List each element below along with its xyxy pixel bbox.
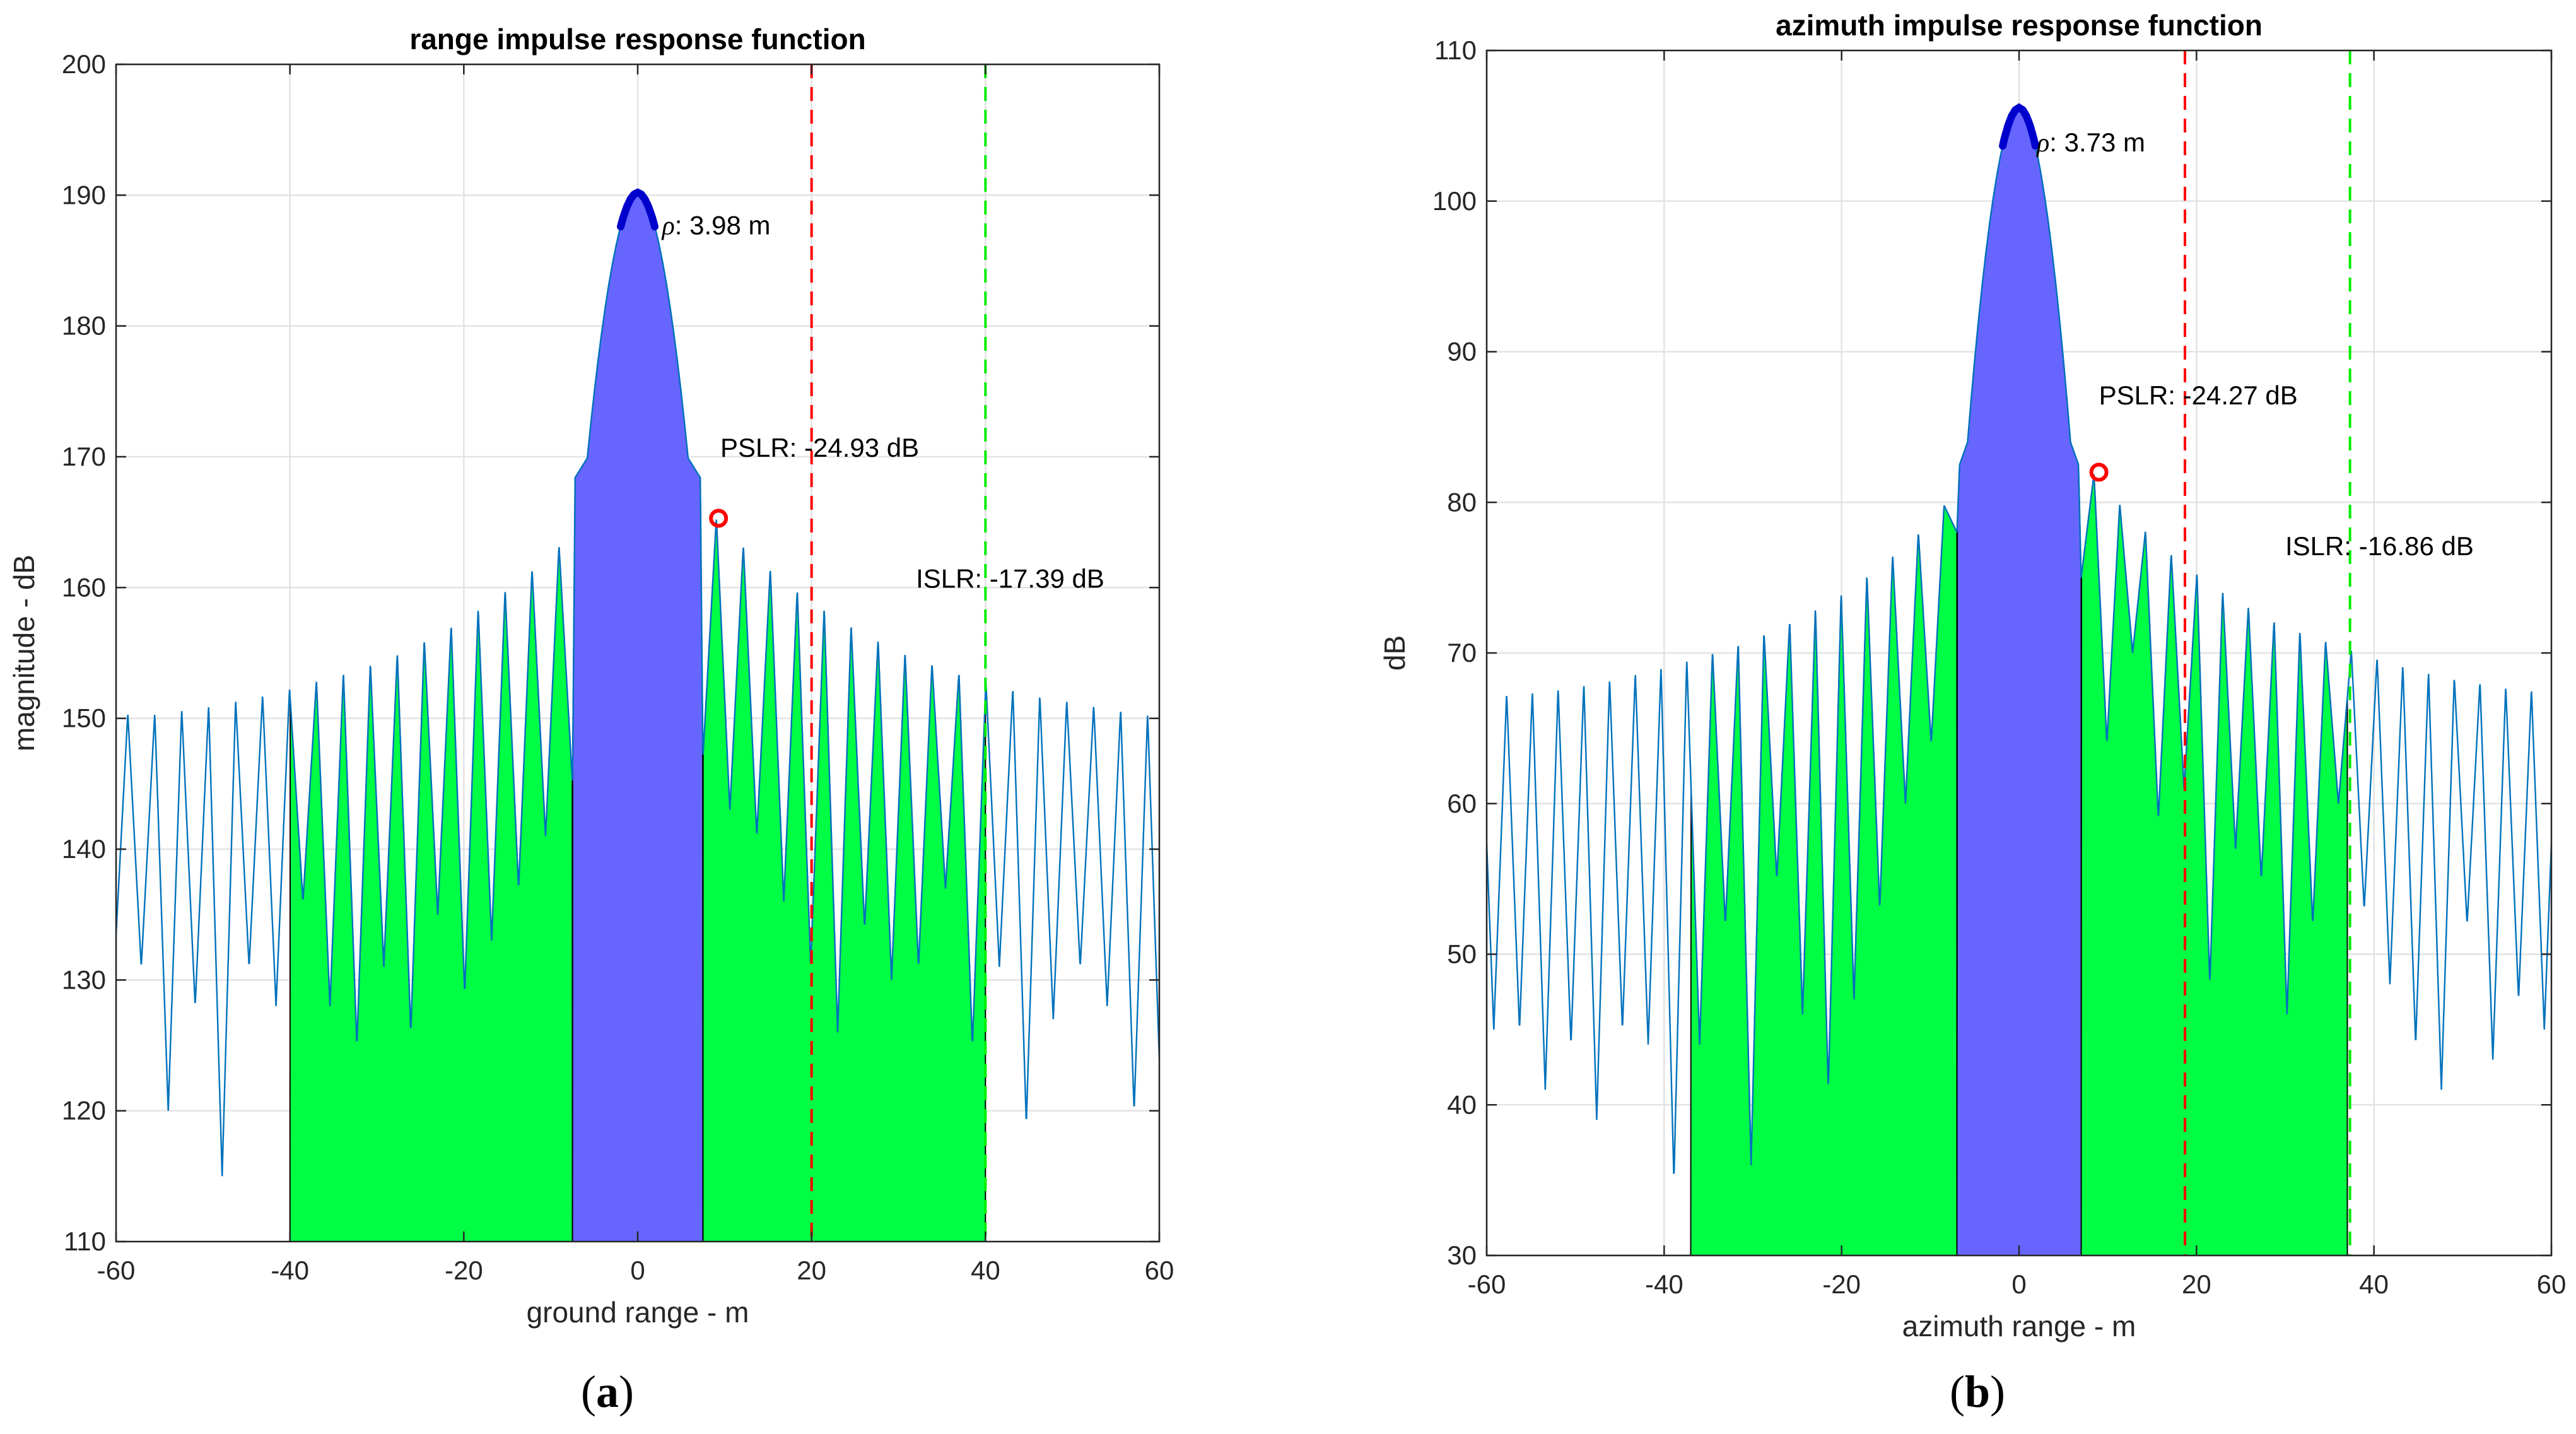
rho-value-b: : 3.73 m bbox=[2049, 127, 2145, 157]
tick-label-y-b-50: 50 bbox=[1447, 939, 1477, 969]
chart-title-a: range impulse response function bbox=[409, 23, 865, 56]
tick-label-x-b--60: -60 bbox=[1468, 1269, 1506, 1299]
x-axis-label-a: ground range - m bbox=[527, 1296, 749, 1329]
tick-label-y-a-140: 140 bbox=[62, 834, 106, 864]
rho-annotation-a: ρ: 3.98 m bbox=[661, 211, 771, 241]
tick-label-x-b-60: 60 bbox=[2537, 1269, 2567, 1299]
resolution-band-a bbox=[617, 188, 659, 231]
rho-symbol-b: ρ bbox=[2035, 129, 2049, 158]
tick-label-y-b-110: 110 bbox=[1434, 35, 1477, 65]
pslr-marker-a bbox=[709, 508, 729, 528]
tick-label-y-b-80: 80 bbox=[1447, 487, 1477, 517]
pslr-marker-b bbox=[2089, 462, 2109, 482]
tick-label-x-a-60: 60 bbox=[1145, 1255, 1174, 1285]
panel-label-a: (a) bbox=[581, 1366, 634, 1417]
plot-content-a bbox=[116, 188, 1159, 1242]
panel-label-b: (b) bbox=[1950, 1366, 2005, 1417]
tick-label-y-a-180: 180 bbox=[62, 311, 106, 341]
tick-label-x-a--60: -60 bbox=[97, 1255, 136, 1285]
y-axis-label-a: magnitude - dB bbox=[8, 555, 40, 751]
islr-annotation-b: ISLR: -16.86 dB bbox=[2285, 531, 2474, 561]
tick-label-y-a-120: 120 bbox=[62, 1096, 106, 1125]
islr-annotation-a: ISLR: -17.39 dB bbox=[916, 563, 1104, 593]
tick-label-y-a-190: 190 bbox=[62, 180, 106, 209]
tick-label-y-a-130: 130 bbox=[62, 965, 106, 994]
tick-label-y-b-70: 70 bbox=[1447, 638, 1477, 667]
tick-label-x-b--20: -20 bbox=[1822, 1269, 1861, 1299]
chart-title-b: azimuth impulse response function bbox=[1776, 9, 2263, 42]
tick-label-y-a-170: 170 bbox=[62, 442, 106, 471]
chart-b: -60 -40 -20 0 20 40 60 30 40 50 60 70 80 90 100 110 azim… bbox=[1378, 9, 2566, 1343]
tick-label-y-a-200: 200 bbox=[62, 49, 106, 79]
tick-label-y-a-110: 110 bbox=[64, 1226, 106, 1256]
x-axis-label-b: azimuth range - m bbox=[1902, 1310, 2136, 1343]
rho-annotation-b: ρ: 3.73 m bbox=[2035, 127, 2145, 158]
tick-label-x-b-0: 0 bbox=[2011, 1269, 2026, 1299]
chart-a: -60 -40 -20 0 20 40 60 110 120 130 140 150 160 170 180… bbox=[8, 23, 1174, 1329]
rho-value-a: : 3.98 m bbox=[675, 211, 771, 240]
rho-symbol-a: ρ bbox=[661, 212, 675, 241]
tick-label-x-b-20: 20 bbox=[2182, 1269, 2211, 1299]
tick-label-y-a-150: 150 bbox=[62, 703, 106, 733]
pslr-annotation-a: PSLR: -24.93 dB bbox=[720, 433, 919, 462]
tick-label-y-b-60: 60 bbox=[1447, 789, 1477, 818]
tick-label-x-b--40: -40 bbox=[1645, 1269, 1683, 1299]
tick-label-x-a--20: -20 bbox=[445, 1255, 483, 1285]
tick-label-x-a-40: 40 bbox=[971, 1255, 1000, 1285]
pslr-annotation-b: PSLR: -24.27 dB bbox=[2099, 380, 2298, 410]
tick-label-y-b-30: 30 bbox=[1447, 1240, 1477, 1270]
tick-label-y-b-90: 90 bbox=[1447, 337, 1477, 367]
y-axis-label-b: dB bbox=[1378, 635, 1411, 671]
tick-label-y-a-160: 160 bbox=[62, 572, 106, 602]
tick-label-x-b-40: 40 bbox=[2359, 1269, 2389, 1299]
tick-label-x-a-20: 20 bbox=[797, 1255, 826, 1285]
tick-label-x-a--40: -40 bbox=[271, 1255, 309, 1285]
tick-label-y-b-100: 100 bbox=[1432, 186, 1477, 216]
tick-label-y-b-40: 40 bbox=[1447, 1090, 1477, 1119]
resolution-band-b bbox=[1999, 103, 2039, 150]
plot-content-b bbox=[1487, 103, 2551, 1255]
tick-label-x-a-0: 0 bbox=[630, 1255, 645, 1285]
